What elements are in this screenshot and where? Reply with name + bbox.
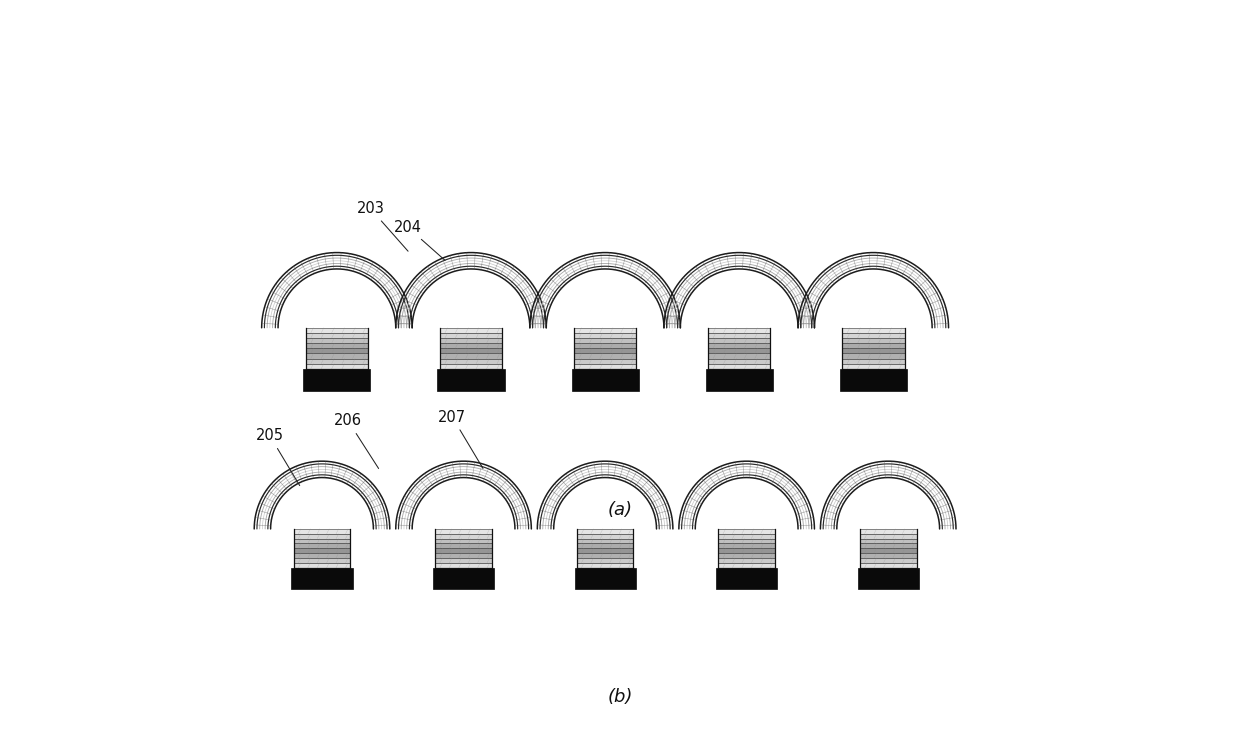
Polygon shape [305,353,368,358]
Polygon shape [718,563,775,568]
Polygon shape [718,533,775,539]
Polygon shape [577,544,634,548]
Polygon shape [440,328,502,333]
Polygon shape [708,328,770,333]
Polygon shape [435,529,492,533]
Polygon shape [435,548,492,553]
Polygon shape [708,349,770,353]
Polygon shape [305,358,368,364]
Polygon shape [859,563,916,568]
Polygon shape [574,349,636,353]
Polygon shape [718,548,775,553]
Text: (b): (b) [608,688,632,706]
Polygon shape [577,563,634,568]
Polygon shape [859,529,916,533]
Polygon shape [574,364,636,369]
Text: 205: 205 [255,428,300,486]
Polygon shape [708,358,770,364]
Polygon shape [718,544,775,548]
Text: 206: 206 [334,413,378,469]
Polygon shape [294,558,351,563]
Polygon shape [577,553,634,558]
Polygon shape [574,328,636,333]
Polygon shape [842,328,905,333]
Polygon shape [708,338,770,343]
Polygon shape [577,539,634,544]
Polygon shape [839,369,906,391]
Polygon shape [435,533,492,539]
Polygon shape [574,353,636,358]
Text: 203: 203 [356,201,408,251]
Polygon shape [440,353,502,358]
Polygon shape [435,539,492,544]
Polygon shape [305,364,368,369]
Polygon shape [859,533,916,539]
Polygon shape [304,369,371,391]
Polygon shape [708,333,770,338]
Polygon shape [291,568,352,589]
Polygon shape [433,568,494,589]
Polygon shape [572,369,639,391]
Polygon shape [577,548,634,553]
Polygon shape [294,544,351,548]
Polygon shape [859,548,916,553]
Polygon shape [574,343,636,349]
Polygon shape [842,353,905,358]
Polygon shape [859,539,916,544]
Polygon shape [708,343,770,349]
Polygon shape [305,333,368,338]
Polygon shape [708,364,770,369]
Polygon shape [842,343,905,349]
Polygon shape [577,558,634,563]
Polygon shape [859,544,916,548]
Polygon shape [305,338,368,343]
Text: 204: 204 [393,220,445,261]
Text: (a): (a) [608,501,632,519]
Polygon shape [574,338,636,343]
Polygon shape [440,364,502,369]
Polygon shape [574,358,636,364]
Polygon shape [842,364,905,369]
Polygon shape [577,529,634,533]
Polygon shape [294,548,351,553]
Polygon shape [718,539,775,544]
Polygon shape [440,338,502,343]
Polygon shape [438,369,505,391]
Polygon shape [574,568,636,589]
Polygon shape [842,333,905,338]
Polygon shape [294,533,351,539]
Polygon shape [294,529,351,533]
Polygon shape [294,553,351,558]
Polygon shape [842,358,905,364]
Polygon shape [574,333,636,338]
Polygon shape [706,369,773,391]
Polygon shape [305,349,368,353]
Polygon shape [842,349,905,353]
Polygon shape [858,568,919,589]
Polygon shape [718,558,775,563]
Polygon shape [435,553,492,558]
Text: 207: 207 [438,410,484,469]
Polygon shape [440,343,502,349]
Polygon shape [435,558,492,563]
Polygon shape [294,563,351,568]
Polygon shape [718,529,775,533]
Polygon shape [577,533,634,539]
Polygon shape [859,553,916,558]
Polygon shape [718,553,775,558]
Polygon shape [440,349,502,353]
Polygon shape [708,353,770,358]
Polygon shape [440,358,502,364]
Polygon shape [435,544,492,548]
Polygon shape [435,563,492,568]
Polygon shape [859,558,916,563]
Polygon shape [717,568,777,589]
Polygon shape [305,343,368,349]
Polygon shape [305,328,368,333]
Polygon shape [294,539,351,544]
Polygon shape [842,338,905,343]
Polygon shape [440,333,502,338]
